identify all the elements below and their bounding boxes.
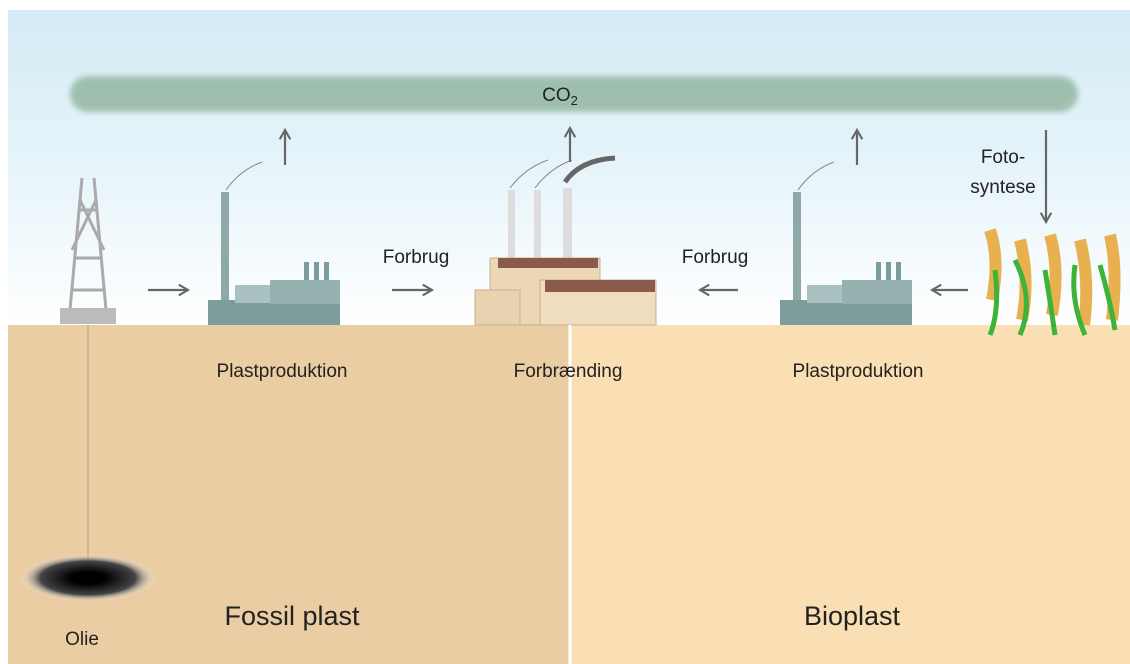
- oil-derrick: [60, 177, 116, 324]
- incineration-label: Forbrænding: [514, 361, 623, 382]
- factory-right: [780, 161, 912, 325]
- fossil-ground: [8, 325, 569, 664]
- photosynthesis-label: Foto-: [981, 147, 1025, 168]
- incinerator: [474, 155, 657, 326]
- consumption-label: Forbrug: [682, 247, 749, 268]
- section-label: Fossil plast: [224, 601, 360, 631]
- crops: [984, 228, 1121, 336]
- co2-label: CO2: [542, 85, 578, 108]
- co2-sub: 2: [571, 93, 578, 108]
- factory-left: [208, 161, 340, 325]
- co2-base: CO: [542, 85, 571, 106]
- section-label: Bioplast: [804, 601, 901, 631]
- production-label: Plastproduktion: [217, 361, 348, 382]
- bio-ground: [571, 325, 1130, 664]
- production-label: Plastproduktion: [793, 361, 924, 382]
- consumption-label: Forbrug: [383, 247, 450, 268]
- oil-deposit: [20, 554, 156, 602]
- photosynthesis-label: syntese: [970, 177, 1035, 198]
- co2-band: [70, 76, 1078, 112]
- oil-label: Olie: [65, 629, 99, 650]
